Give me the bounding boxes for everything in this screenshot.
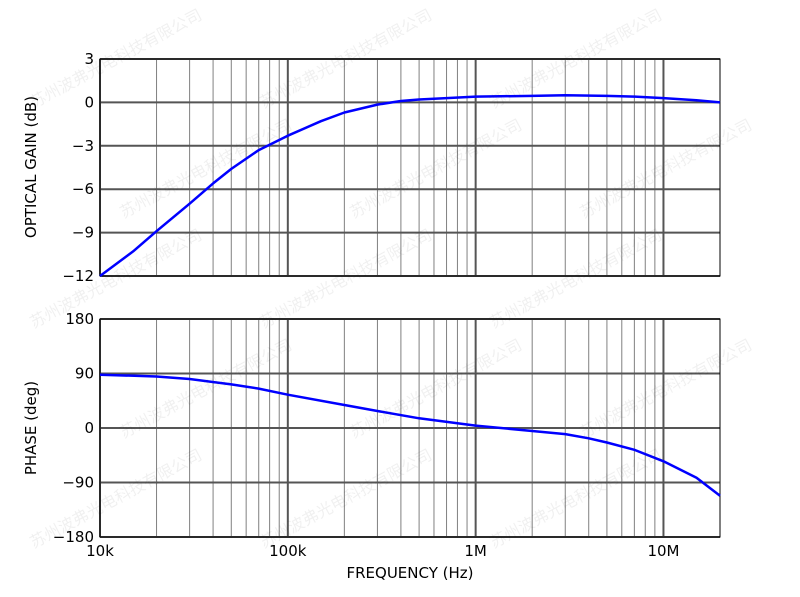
gain-y-axis-label: OPTICAL GAIN (dB) (22, 96, 40, 238)
plot-frame (99, 58, 721, 277)
y-tick-label: 180 (65, 310, 94, 328)
y-tick-label: 90 (75, 365, 94, 383)
phase-curve (99, 373, 721, 497)
y-tick-label: 0 (84, 419, 94, 437)
y-tick-label: −9 (72, 224, 94, 242)
gain-panel: 3 0 −3 −6 −9 −12 (62, 50, 721, 285)
x-axis-label: FREQUENCY (Hz) (346, 564, 473, 582)
y-tick-label: −3 (72, 137, 94, 155)
phase-y-axis-label: PHASE (deg) (22, 381, 40, 475)
y-tick-label: −180 (53, 528, 94, 546)
x-tick-label: 10k (86, 542, 114, 560)
y-tick-label: 0 (84, 93, 94, 111)
gain-curve (99, 93, 721, 278)
y-tick-label: 3 (84, 50, 94, 68)
x-tick-label: 100k (269, 542, 307, 560)
x-tick-label: 10M (647, 542, 679, 560)
y-tick-label: −12 (62, 267, 94, 285)
x-tick-label: 1M (464, 542, 487, 560)
y-tick-label: −6 (72, 180, 94, 198)
plot-frame (99, 318, 721, 538)
y-tick-label: −90 (62, 474, 94, 492)
